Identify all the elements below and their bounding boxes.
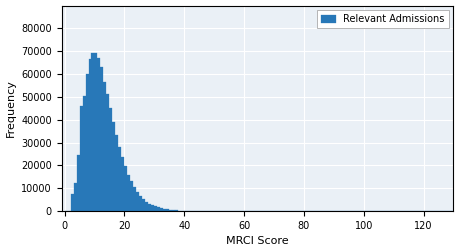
Bar <box>128 175 130 211</box>
Bar <box>169 210 172 211</box>
Bar <box>91 53 95 211</box>
Bar <box>112 122 115 211</box>
Bar <box>106 94 109 211</box>
Bar <box>103 82 106 211</box>
Bar <box>77 155 79 211</box>
Bar <box>73 183 77 211</box>
Bar <box>146 202 148 211</box>
Bar <box>85 74 89 211</box>
Bar <box>101 67 103 211</box>
Legend: Relevant Admissions: Relevant Admissions <box>317 10 448 28</box>
Bar <box>142 199 146 211</box>
Bar <box>157 207 160 211</box>
Bar <box>115 136 118 211</box>
Bar <box>140 196 142 211</box>
Bar <box>89 59 91 211</box>
Bar <box>160 208 163 211</box>
Bar <box>134 187 136 211</box>
Bar <box>154 206 157 211</box>
Bar <box>97 57 101 211</box>
Bar <box>118 147 122 211</box>
Bar <box>151 205 154 211</box>
Bar <box>71 194 73 211</box>
Bar <box>172 210 175 211</box>
Bar <box>136 192 140 211</box>
Bar <box>122 157 124 211</box>
Bar <box>83 97 85 211</box>
X-axis label: MRCI Score: MRCI Score <box>226 236 289 246</box>
Bar <box>163 209 166 211</box>
Y-axis label: Frequency: Frequency <box>6 79 16 137</box>
Bar <box>130 181 134 211</box>
Bar <box>148 204 151 211</box>
Bar <box>79 106 83 211</box>
Bar <box>95 52 97 211</box>
Bar <box>109 108 112 211</box>
Bar <box>166 209 169 211</box>
Bar <box>124 166 128 211</box>
Bar <box>175 210 178 211</box>
